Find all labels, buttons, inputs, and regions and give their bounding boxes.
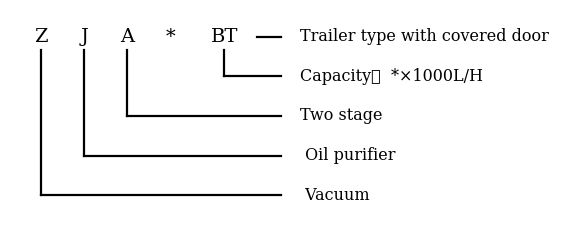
Text: Two stage: Two stage [300, 107, 382, 124]
Text: Z: Z [34, 28, 48, 46]
Text: Capacity：  *×1000L/H: Capacity： *×1000L/H [300, 68, 483, 85]
Text: Vacuum: Vacuum [300, 187, 369, 204]
Text: J: J [80, 28, 88, 46]
Text: *: * [166, 28, 175, 46]
Text: BT: BT [211, 28, 238, 46]
Text: Trailer type with covered door: Trailer type with covered door [300, 28, 549, 45]
Text: A: A [120, 28, 134, 46]
Text: Oil purifier: Oil purifier [300, 147, 396, 164]
